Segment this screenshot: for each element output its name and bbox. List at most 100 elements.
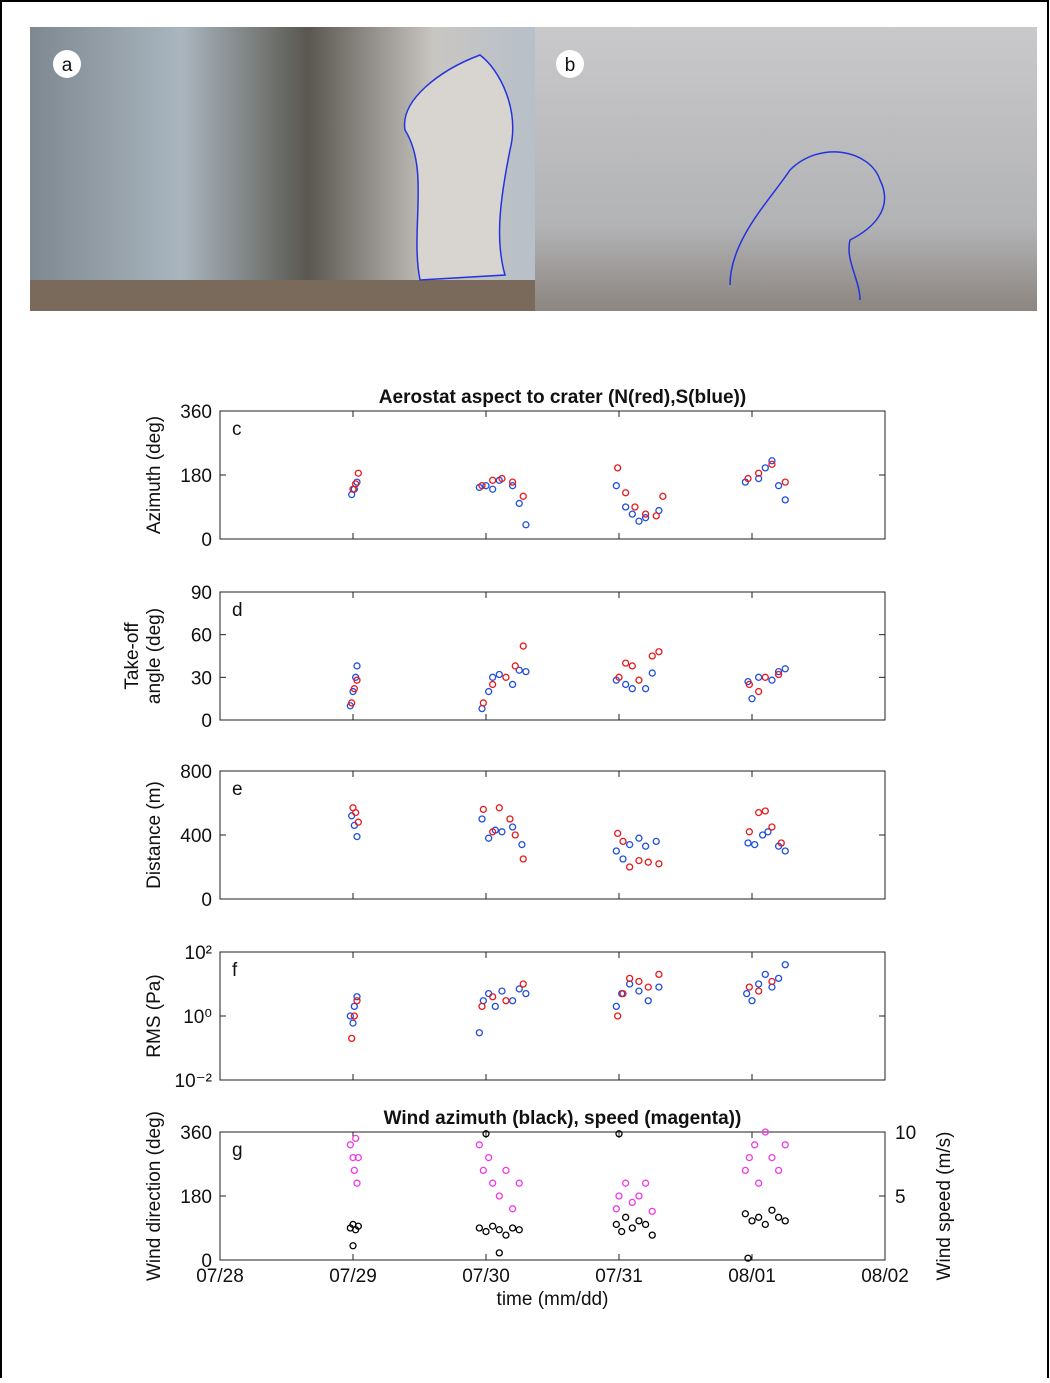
data-point: [774, 670, 783, 679]
data-point: [755, 469, 763, 477]
data-point: [761, 1128, 769, 1136]
axes-box: [219, 951, 886, 1081]
y-tick-label: 800: [180, 762, 212, 783]
data-point: [761, 807, 769, 815]
data-point: [768, 823, 776, 831]
panel-label: c: [232, 419, 242, 440]
crater-rim: [30, 280, 535, 311]
y-axis-label: Take-off: [122, 622, 143, 690]
data-point: [745, 680, 753, 689]
data-point: [748, 1217, 756, 1225]
data-point: [745, 983, 753, 991]
data-point: [655, 970, 663, 979]
data-point: [495, 670, 503, 679]
data-point: [768, 977, 776, 986]
data-point: [751, 1141, 759, 1149]
data-point: [644, 983, 652, 991]
data-point: [743, 989, 751, 998]
data-point: [495, 804, 503, 812]
panel-label: e: [232, 779, 243, 800]
x-tick-label: 07/30: [462, 1266, 510, 1287]
data-point: [612, 847, 620, 855]
data-point: [502, 1231, 510, 1239]
data-point: [644, 858, 652, 866]
data-point: [349, 1153, 357, 1162]
data-point: [641, 1220, 650, 1229]
data-point: [758, 831, 767, 839]
data-point: [615, 673, 623, 681]
data-point: [511, 662, 519, 670]
y-tick-label: 30: [191, 668, 212, 689]
data-point: [768, 460, 776, 468]
data-point: [655, 983, 663, 991]
y-tick-label: 400: [180, 826, 212, 847]
y-axis-label: RMS (Pa): [144, 974, 165, 1057]
data-point: [635, 987, 643, 995]
data-point: [353, 993, 361, 1001]
data-point: [774, 667, 783, 676]
photo-label: a: [62, 55, 73, 76]
data-point: [648, 1207, 656, 1216]
data-point: [755, 980, 763, 988]
data-point: [475, 1029, 484, 1037]
data-point: [641, 510, 650, 518]
chart-title: Aerostat aspect to crater (N(red),S(blue…: [379, 387, 746, 408]
y-tick-label: 10⁰: [183, 1007, 212, 1028]
data-point: [622, 680, 630, 689]
data-point: [612, 482, 620, 490]
data-point: [508, 1205, 517, 1213]
data-point: [350, 1166, 358, 1175]
axes-box: [219, 1131, 886, 1261]
data-point: [755, 1179, 763, 1187]
data-point: [768, 676, 776, 684]
y-tick-label: 10²: [185, 943, 212, 964]
data-point: [508, 823, 517, 831]
data-point: [655, 860, 663, 868]
data-point: [761, 970, 769, 979]
data-point: [755, 474, 763, 483]
data-point: [628, 662, 636, 670]
data-point: [502, 1166, 510, 1175]
y2-tick-label: 10: [895, 1123, 916, 1144]
data-point: [774, 1213, 783, 1221]
data-point: [628, 1224, 636, 1232]
data-point: [622, 489, 630, 497]
data-point: [648, 1231, 656, 1239]
y-tick-label: 360: [180, 402, 212, 423]
data-point: [641, 514, 650, 522]
data-point: [498, 474, 506, 483]
data-point: [475, 1141, 484, 1149]
data-point: [744, 1254, 752, 1262]
data-point: [508, 997, 517, 1005]
data-point: [648, 669, 656, 677]
data-point: [622, 1179, 630, 1187]
data-point: [781, 1217, 789, 1225]
data-point: [353, 662, 361, 670]
y-tick-label: 60: [191, 626, 212, 647]
data-point: [755, 808, 763, 817]
data-point: [741, 1166, 749, 1175]
data-point: [755, 687, 763, 696]
data-point: [349, 1242, 357, 1250]
axes-box: [219, 770, 886, 900]
data-point: [619, 837, 627, 846]
data-point: [348, 699, 356, 707]
panel-label: f: [232, 960, 238, 981]
data-point: [498, 987, 506, 995]
x-tick-label: 07/29: [329, 1266, 377, 1287]
data-point: [488, 673, 497, 681]
y-tick-label: 0: [201, 890, 212, 911]
data-point: [511, 831, 519, 839]
data-point: [495, 1249, 503, 1257]
y-tick-label: 0: [201, 711, 212, 732]
data-point: [515, 666, 523, 674]
plume-outline: [729, 151, 886, 301]
data-point: [515, 1226, 523, 1234]
data-point: [648, 652, 656, 660]
data-point: [768, 1153, 776, 1162]
x-tick-label: 08/02: [861, 1266, 909, 1287]
data-point: [615, 1192, 623, 1200]
data-point: [522, 521, 530, 529]
